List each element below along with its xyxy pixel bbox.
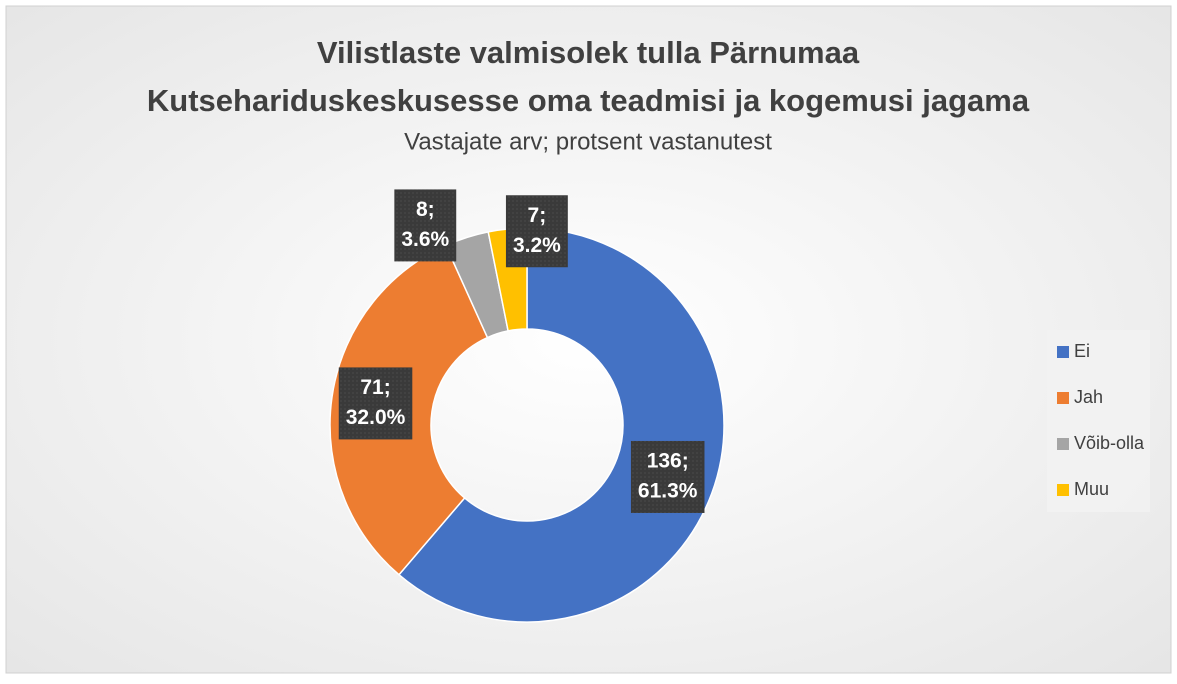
data-label: 7; 3.2% — [505, 195, 568, 268]
data-label-text: 8; — [416, 198, 435, 221]
legend-label: Muu — [1074, 479, 1109, 499]
data-label-box — [505, 195, 568, 268]
data-label: 71; 32.0% — [338, 367, 413, 440]
legend-swatch — [1057, 392, 1069, 404]
data-label-text: 136; — [647, 450, 689, 473]
legend-swatch — [1057, 438, 1069, 450]
data-label-text: 7; — [528, 204, 547, 227]
data-label-text: 32.0% — [346, 406, 406, 429]
data-label-text: 61.3% — [638, 480, 698, 503]
data-label-box — [630, 440, 705, 513]
donut-slice — [397, 227, 725, 623]
data-label-text: 3.6% — [401, 228, 449, 251]
data-label-text: 3.2% — [513, 234, 561, 257]
legend-swatch — [1057, 346, 1069, 358]
data-label: 136; 61.3% — [630, 440, 705, 513]
legend-label: Võib-olla — [1074, 433, 1145, 453]
data-label: 8; 3.6% — [394, 189, 457, 262]
legend-box — [1047, 330, 1150, 512]
legend-label: Jah — [1074, 387, 1103, 407]
chart-title: Vilistlaste valmisolek tulla Pärnumaa — [317, 35, 860, 70]
legend-swatch — [1057, 484, 1069, 496]
chart-title: Kutsehariduskeskusesse oma teadmisi ja k… — [147, 83, 1030, 118]
data-label-box — [338, 367, 413, 440]
data-label-box — [394, 189, 457, 262]
legend-label: Ei — [1074, 341, 1090, 361]
chart-subtitle: Vastajate arv; protsent vastanutest — [404, 128, 772, 155]
data-label-text: 71; — [360, 376, 390, 399]
